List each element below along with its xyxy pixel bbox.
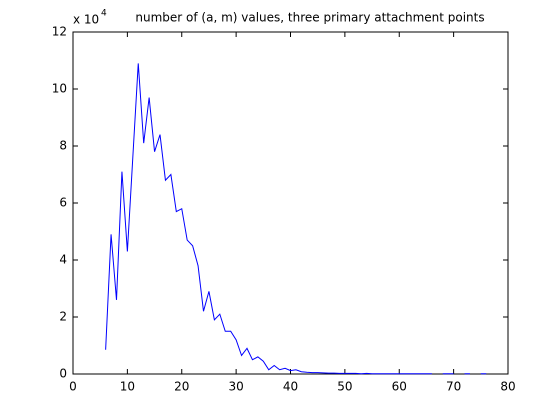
y-tick-label: 4 — [59, 253, 67, 267]
y-tick-label: 10 — [52, 82, 67, 96]
plot-box — [72, 31, 509, 375]
x-tick-label: 80 — [500, 380, 515, 394]
x-tick-label: 30 — [228, 380, 243, 394]
y-tick-label: 6 — [59, 196, 67, 210]
y-tick-label: 0 — [59, 367, 67, 381]
x-tick-label: 70 — [446, 380, 461, 394]
x-tick-label: 40 — [283, 380, 298, 394]
x-tick-label: 10 — [120, 380, 135, 394]
x-tick-label: 0 — [69, 380, 77, 394]
x-tick-label: 50 — [337, 380, 352, 394]
y-tick-label: 12 — [52, 25, 67, 39]
x-tick-label: 60 — [392, 380, 407, 394]
y-multiplier-exponent: 4 — [101, 9, 107, 19]
y-tick-label: 2 — [59, 310, 67, 324]
data-line — [105, 63, 487, 375]
x-tick-label: 20 — [174, 380, 189, 394]
chart-title: number of (a, m) values, three primary a… — [135, 11, 484, 25]
y-multiplier: x 10 — [73, 13, 99, 27]
y-tick-label: 8 — [59, 139, 67, 153]
